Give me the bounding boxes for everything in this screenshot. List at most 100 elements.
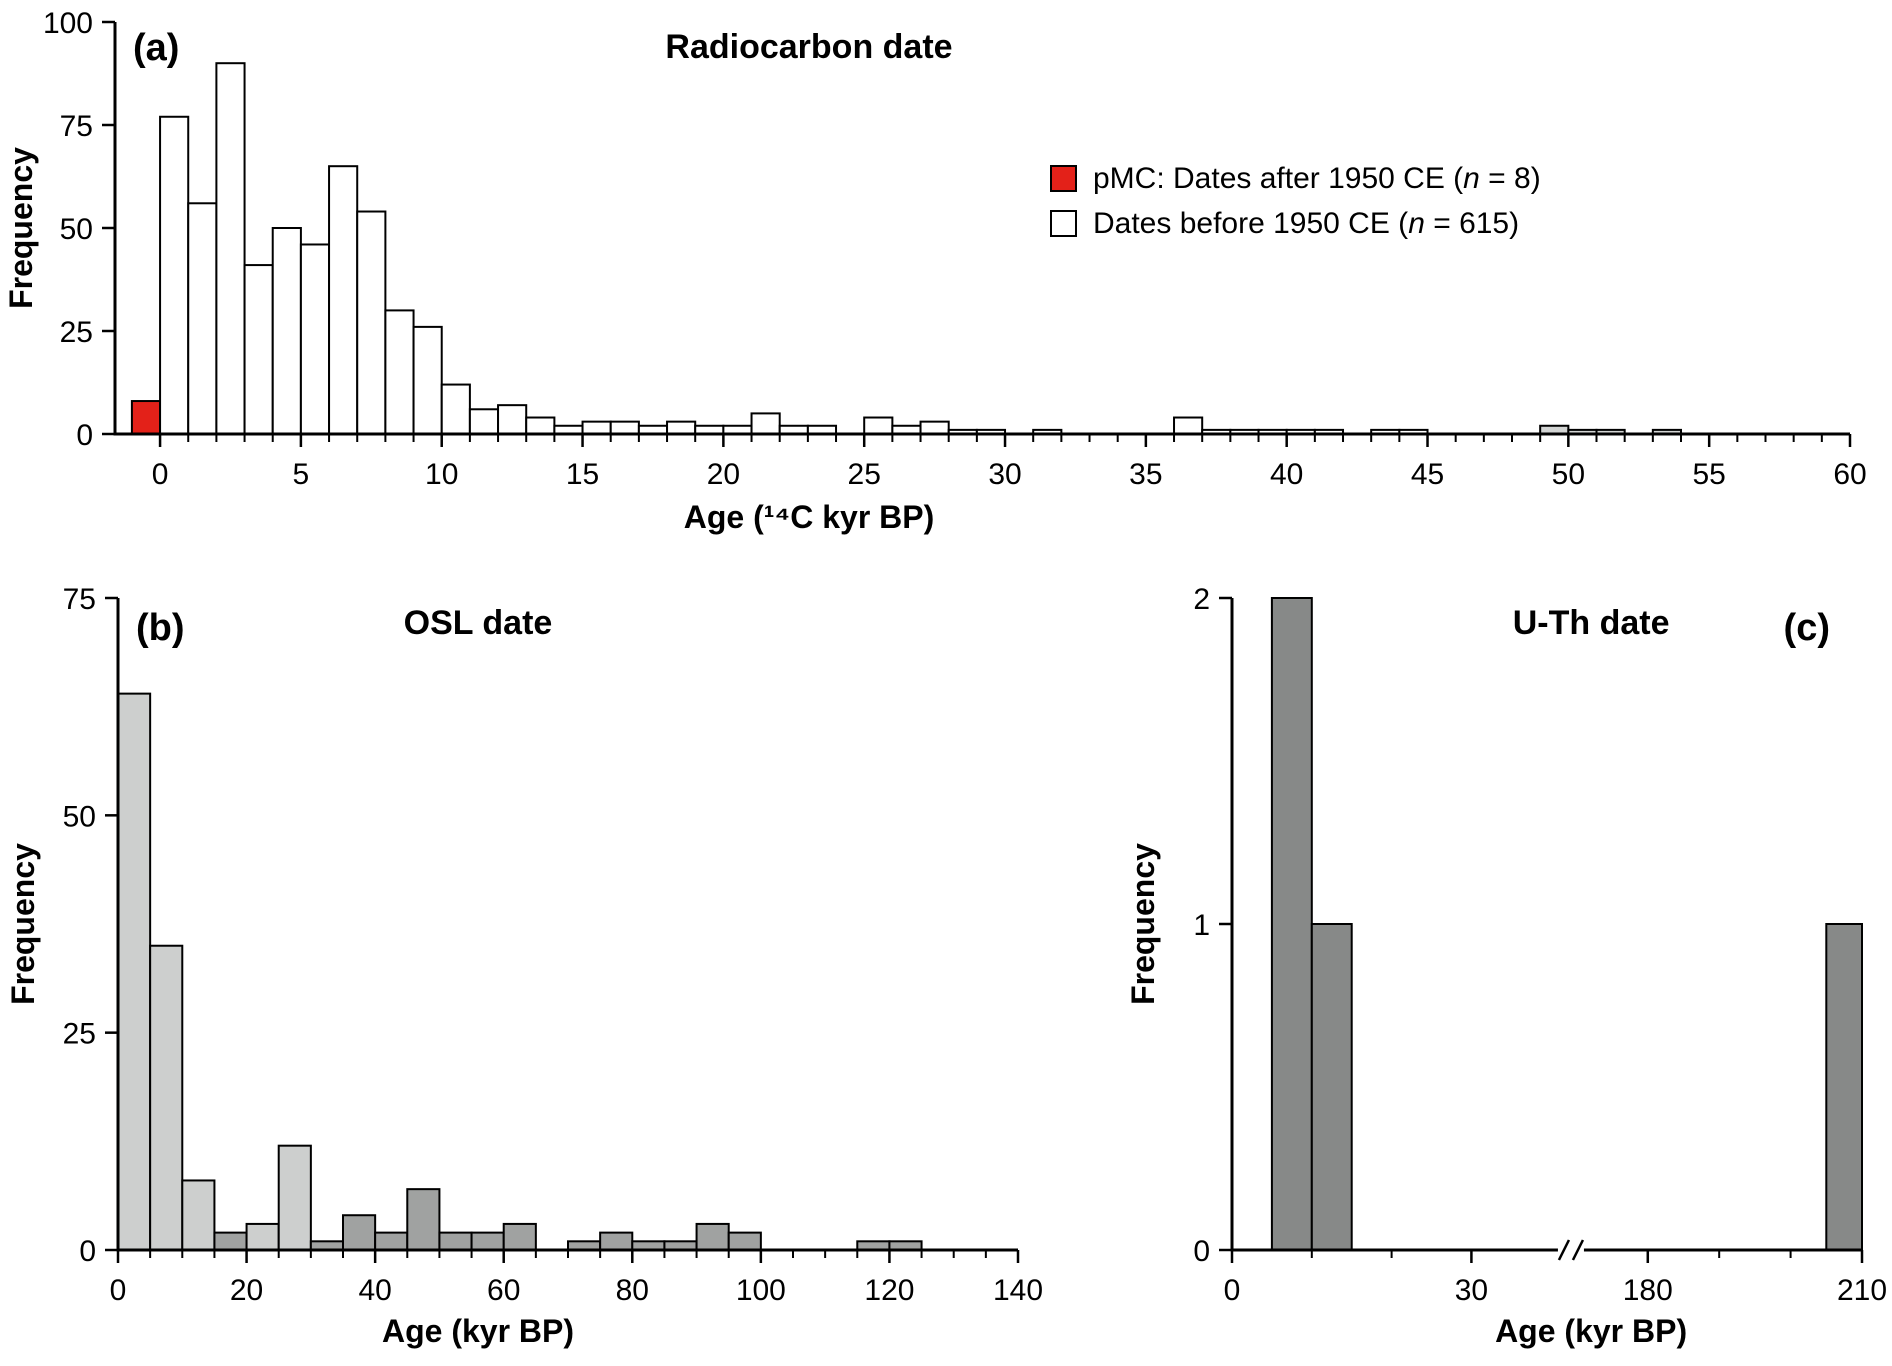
chart-title: U-Th date bbox=[1513, 604, 1670, 642]
x-tick-label: 15 bbox=[566, 458, 599, 491]
histogram-bar bbox=[1270, 597, 1313, 1251]
x-axis-label: Age (¹⁴C kyr BP) bbox=[684, 499, 935, 535]
x-tick-label: 100 bbox=[736, 1274, 786, 1307]
x-tick-label: 40 bbox=[1270, 458, 1303, 491]
x-tick-label: 0 bbox=[110, 1274, 127, 1307]
x-tick-label: 180 bbox=[1623, 1274, 1673, 1307]
histogram-bar bbox=[497, 404, 528, 436]
legend-swatch-red bbox=[1050, 165, 1077, 192]
x-tick-label: 35 bbox=[1129, 458, 1162, 491]
legend-text-post: = 615) bbox=[1424, 207, 1520, 240]
x-tick-label: 45 bbox=[1411, 458, 1444, 491]
x-tick-label: 0 bbox=[1224, 1274, 1241, 1307]
legend-label-before-1950: Dates before 1950 CE (n = 615) bbox=[1093, 207, 1519, 240]
chart-title: OSL date bbox=[404, 604, 553, 642]
chart-uth-histogram: 0 30 180 210 0 1 2 Age (kyr BP) Frequency U-Th da… bbox=[1125, 583, 1887, 1349]
histogram-bar bbox=[1825, 923, 1864, 1251]
legend-swatch-white bbox=[1050, 210, 1077, 237]
histogram-bar bbox=[271, 227, 302, 435]
legend-n-italic: n bbox=[1408, 207, 1425, 240]
y-tick-label: 50 bbox=[63, 800, 96, 833]
y-tick-label: 75 bbox=[63, 583, 96, 616]
legend-text-pre: Dates before 1950 CE ( bbox=[1093, 207, 1409, 240]
x-tick-label: 30 bbox=[1455, 1274, 1488, 1307]
x-tick-label: 50 bbox=[1552, 458, 1585, 491]
panel-label: (b) bbox=[136, 607, 185, 649]
x-tick-label: 5 bbox=[293, 458, 310, 491]
chart-osl-histogram: 0 20 40 60 80 100 120 140 0 25 50 75 Age (kyr BP) Fre… bbox=[5, 583, 1043, 1349]
histogram-bar bbox=[919, 420, 950, 436]
histogram-bar bbox=[117, 692, 152, 1252]
panel-label: (c) bbox=[1784, 607, 1830, 649]
histogram-bar bbox=[727, 1231, 762, 1252]
x-tick-label: 60 bbox=[1833, 458, 1866, 491]
histogram-bar bbox=[599, 1231, 634, 1252]
histogram-bar bbox=[159, 115, 190, 435]
histogram-bar bbox=[243, 264, 274, 435]
x-tick-label: 60 bbox=[487, 1274, 520, 1307]
histogram-bar bbox=[187, 202, 218, 435]
legend-label-after-1950: pMC: Dates after 1950 CE (n = 8) bbox=[1093, 162, 1541, 195]
histogram-bar bbox=[181, 1179, 216, 1251]
y-tick-label: 25 bbox=[63, 1018, 96, 1051]
histogram-bar bbox=[149, 944, 184, 1251]
histogram-bar bbox=[215, 62, 246, 435]
histogram-bar bbox=[438, 1231, 473, 1252]
histogram-bar bbox=[213, 1231, 248, 1252]
chart-radiocarbon-histogram: 0 5 10 15 20 25 30 35 40 45 50 55 60 0 25 50 75 100 Age (¹… bbox=[3, 7, 1867, 535]
histogram-bar bbox=[245, 1222, 280, 1251]
x-tick-label: 0 bbox=[152, 458, 169, 491]
y-axis-label: Frequency bbox=[3, 147, 39, 309]
histogram-bar bbox=[356, 210, 387, 435]
y-tick-label: 2 bbox=[1193, 583, 1210, 616]
y-tick-label: 0 bbox=[76, 419, 93, 452]
legend: pMC: Dates after 1950 CE (n = 8) Dates b… bbox=[1050, 162, 1541, 240]
x-tick-label: 20 bbox=[707, 458, 740, 491]
chart-title: Radiocarbon date bbox=[665, 28, 952, 66]
y-tick-label: 100 bbox=[43, 7, 93, 40]
y-tick-label: 0 bbox=[1193, 1235, 1210, 1268]
histogram-bar bbox=[328, 165, 359, 435]
histogram-bar bbox=[374, 1231, 409, 1252]
histogram-bar bbox=[750, 412, 781, 435]
y-axis-label: Frequency bbox=[1125, 843, 1161, 1005]
x-axis-label: Age (kyr BP) bbox=[1495, 1313, 1687, 1349]
histogram-bar bbox=[468, 408, 500, 435]
legend-text-post: = 8) bbox=[1479, 162, 1541, 195]
histogram-bar bbox=[440, 383, 471, 435]
legend-n-italic: n bbox=[1463, 162, 1480, 195]
x-tick-label: 140 bbox=[993, 1274, 1043, 1307]
histogram-bar bbox=[406, 1188, 441, 1251]
histogram-bar bbox=[502, 1222, 537, 1251]
histogram-bar bbox=[1173, 416, 1204, 435]
axis-break-mask bbox=[1557, 1239, 1584, 1261]
y-tick-label: 0 bbox=[79, 1235, 96, 1268]
panel-label: (a) bbox=[133, 27, 179, 69]
histogram-bar bbox=[412, 325, 443, 436]
y-tick-label: 50 bbox=[60, 213, 93, 246]
x-tick-label: 30 bbox=[988, 458, 1021, 491]
histogram-bar bbox=[1310, 923, 1353, 1251]
histogram-bar bbox=[863, 416, 894, 435]
histogram-bar bbox=[525, 416, 556, 435]
x-tick-label: 120 bbox=[864, 1274, 914, 1307]
histogram-bar bbox=[609, 420, 640, 436]
x-tick-label: 20 bbox=[230, 1274, 263, 1307]
histogram-bar bbox=[342, 1214, 377, 1252]
axis-break-slash bbox=[1557, 1239, 1571, 1261]
y-tick-label: 1 bbox=[1193, 909, 1210, 942]
histogram-bar bbox=[384, 309, 415, 435]
histogram-bar bbox=[695, 1222, 730, 1251]
x-tick-label: 25 bbox=[848, 458, 881, 491]
legend-item-before-1950: Dates before 1950 CE (n = 615) bbox=[1050, 207, 1541, 240]
histogram-bar bbox=[470, 1231, 505, 1252]
legend-item-after-1950: pMC: Dates after 1950 CE (n = 8) bbox=[1050, 162, 1541, 195]
y-axis-label: Frequency bbox=[5, 843, 41, 1005]
axis-break-slash bbox=[1571, 1239, 1585, 1261]
legend-text-pre: pMC: Dates after 1950 CE ( bbox=[1093, 162, 1464, 195]
histogram-bar bbox=[299, 243, 331, 435]
x-tick-label: 40 bbox=[358, 1274, 391, 1307]
histogram-bar bbox=[130, 400, 162, 436]
x-tick-label: 80 bbox=[616, 1274, 649, 1307]
